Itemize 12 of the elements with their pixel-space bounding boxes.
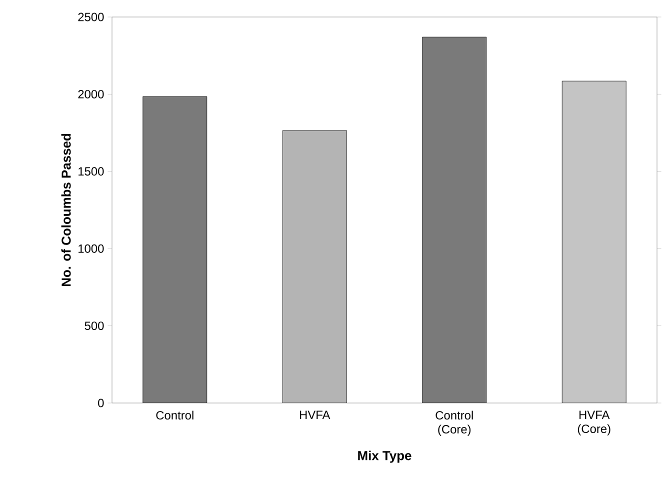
y-tick-label: 1000 bbox=[78, 244, 104, 253]
y-tick-label: 1500 bbox=[78, 167, 104, 176]
y-tick-label: 500 bbox=[84, 322, 104, 330]
y-tick-label: 0 bbox=[98, 398, 104, 408]
y-tick-label: 2500 bbox=[78, 12, 104, 22]
x-axis-title: Mix Type bbox=[358, 450, 412, 463]
x-tick-label: Control (Core) bbox=[436, 410, 473, 436]
y-axis-title: No. of Coloumbs Passed bbox=[61, 134, 71, 286]
y-tick-label: 2000 bbox=[78, 90, 104, 98]
x-tick-label: HVFA (Core) bbox=[578, 410, 610, 436]
x-tick-label: Control bbox=[156, 410, 194, 420]
x-tick-label: HVFA bbox=[300, 410, 330, 419]
